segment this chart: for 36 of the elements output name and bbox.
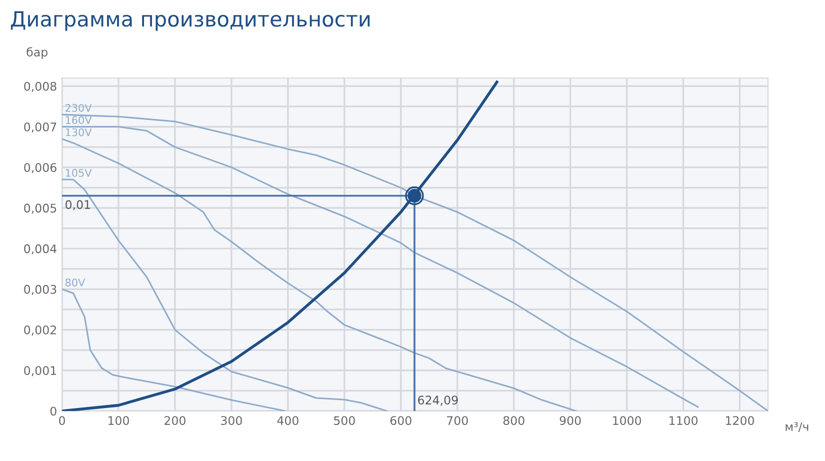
x-tick-label: 700 <box>447 416 468 425</box>
series-label: 80V <box>65 278 86 286</box>
chart-title: Диаграмма производительности <box>10 11 370 31</box>
x-tick-label: 500 <box>334 416 355 425</box>
y-tick-label: 0,008 <box>24 82 56 92</box>
x-tick-label: 1200 <box>726 416 754 425</box>
y-tick-label: 0,006 <box>24 163 56 174</box>
ref-line-label: 624,09 <box>418 396 458 406</box>
line-series <box>62 138 577 411</box>
x-tick-label: 100 <box>108 416 129 425</box>
x-tick-label: 300 <box>221 416 242 425</box>
x-tick-label: 900 <box>560 416 581 425</box>
y-tick-label: 0,001 <box>24 366 56 376</box>
series-label: 130V <box>66 128 92 136</box>
x-tick-label: 1000 <box>613 416 642 425</box>
x-tick-label: 800 <box>503 416 524 425</box>
x-tick-label: 200 <box>164 416 186 425</box>
x-tick-label: 0 <box>59 416 65 425</box>
series-label: 105V <box>66 168 92 177</box>
y-tick-label: 0,003 <box>24 284 56 296</box>
series-label: 160V <box>66 116 92 124</box>
y-tick-label: 0,004 <box>24 244 56 254</box>
y-tick-label: 0,005 <box>24 204 56 214</box>
x-tick-label: 400 <box>277 416 298 425</box>
ref-line-label: 0,01 <box>66 200 90 210</box>
x-tick-label: 600 <box>390 416 412 425</box>
series-label: 230V <box>66 104 92 112</box>
line-series <box>62 288 286 411</box>
x-tick-label: 1100 <box>670 416 698 425</box>
y-tick-label: 0 <box>50 406 56 416</box>
line-series <box>62 80 498 411</box>
x-axis-title: м³/ч <box>786 422 808 432</box>
y-tick-label: 0,002 <box>24 326 56 336</box>
y-tick-label: 0,007 <box>24 122 56 133</box>
line-series <box>62 178 388 411</box>
y-axis-title: бар <box>26 47 48 59</box>
